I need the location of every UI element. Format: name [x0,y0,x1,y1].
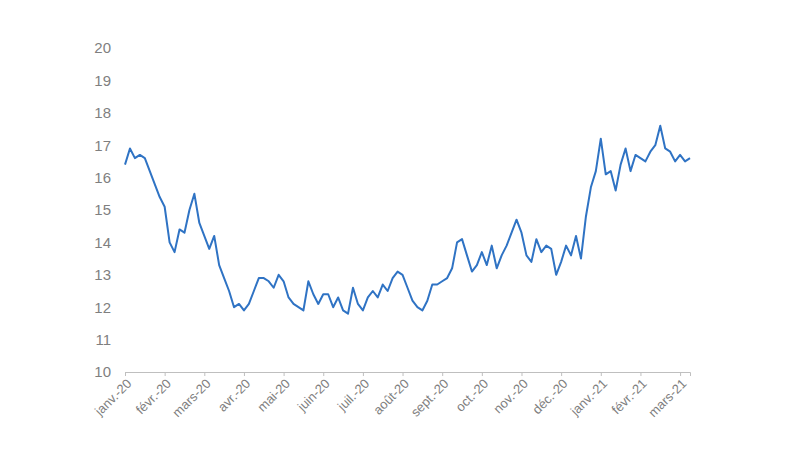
chart: 1011121314151617181920janv.-20févr.-20ma… [0,0,800,456]
data-line [125,126,690,314]
y-tick-label: 15 [94,201,111,218]
x-tick-mark [323,372,324,376]
x-tick-mark [601,372,602,376]
y-tick: 19 [94,72,125,89]
x-tick: févr.-20 [133,372,174,417]
x-tick-label: sept.-20 [408,376,452,420]
y-tick: 11 [95,331,125,348]
x-tick: oct.-20 [453,372,492,415]
x-tick-label: févr.-20 [133,376,174,417]
y-tick-label: 18 [94,104,111,121]
y-tick: 12 [94,299,125,316]
x-tick-label: août-20 [370,376,412,418]
x-tick: juin-20 [294,372,333,415]
x-axis-line [126,373,691,377]
y-tick-label: 20 [94,39,111,56]
y-tick: 13 [94,266,125,283]
x-tick-mark [363,372,364,376]
x-tick-label: juin-20 [294,376,333,415]
x-tick: mai-20 [254,372,293,415]
x-tick-mark [284,372,285,376]
x-tick: mars-21 [645,372,689,420]
x-tick: déc.-20 [529,372,570,417]
y-tick: 18 [94,104,125,121]
x-tick-label: avr.-20 [215,376,254,415]
x-tick: févr.-21 [609,372,650,417]
x-tick-label: févr.-21 [609,376,650,417]
x-tick-mark [125,372,126,376]
y-tick-label: 11 [95,331,111,348]
x-tick-label: nov.-20 [490,376,531,417]
y-tick: 20 [94,39,125,56]
x-tick-mark [521,372,522,376]
y-tick-label: 14 [94,234,111,251]
x-tick-label: juil.-20 [334,376,372,414]
x-tick-mark [403,372,404,376]
y-axis-line [125,49,126,373]
y-tick-label: 16 [94,169,111,186]
x-tick-mark [640,372,641,376]
y-tick-label: 19 [94,72,111,89]
plot-area [125,126,690,314]
x-tick-mark [482,372,483,376]
y-tick: 15 [94,201,125,218]
y-tick: 17 [94,137,125,154]
y-tick: 14 [94,234,125,251]
x-tick: janv.-20 [91,372,134,419]
y-tick: 16 [94,169,125,186]
x-tick-mark [680,372,681,376]
x-tick: mars-20 [169,372,213,420]
x-axis: janv.-20févr.-20mars-20avr.-20mai-20juin… [91,372,690,420]
x-tick: janv.-21 [567,372,610,419]
x-tick-mark [165,372,166,376]
x-tick-label: mars-20 [169,376,213,420]
x-tick: août-20 [370,372,412,418]
x-tick-label: oct.-20 [453,376,492,415]
x-tick-label: mai-20 [254,376,293,415]
x-tick-mark [561,372,562,376]
x-tick-mark [244,372,245,376]
y-tick-label: 10 [94,363,111,380]
x-tick-label: mars-21 [645,376,689,420]
y-tick: 10 [94,363,125,380]
x-tick: sept.-20 [408,372,452,420]
x-tick: nov.-20 [490,372,531,416]
x-tick-label: déc.-20 [529,376,570,417]
y-axis: 10 11 12 13 14 15 16 17 18 19 20 [94,39,125,380]
x-tick: avr.-20 [215,372,254,415]
x-tick-label: janv.-21 [567,376,610,419]
x-tick-mark [204,372,205,376]
y-tick-label: 13 [94,266,111,283]
y-tick-label: 17 [94,137,111,154]
x-tick-label: janv.-20 [91,376,134,419]
y-tick-label: 12 [94,299,111,316]
x-tick-mark [442,372,443,376]
x-tick: juil.-20 [334,372,372,414]
